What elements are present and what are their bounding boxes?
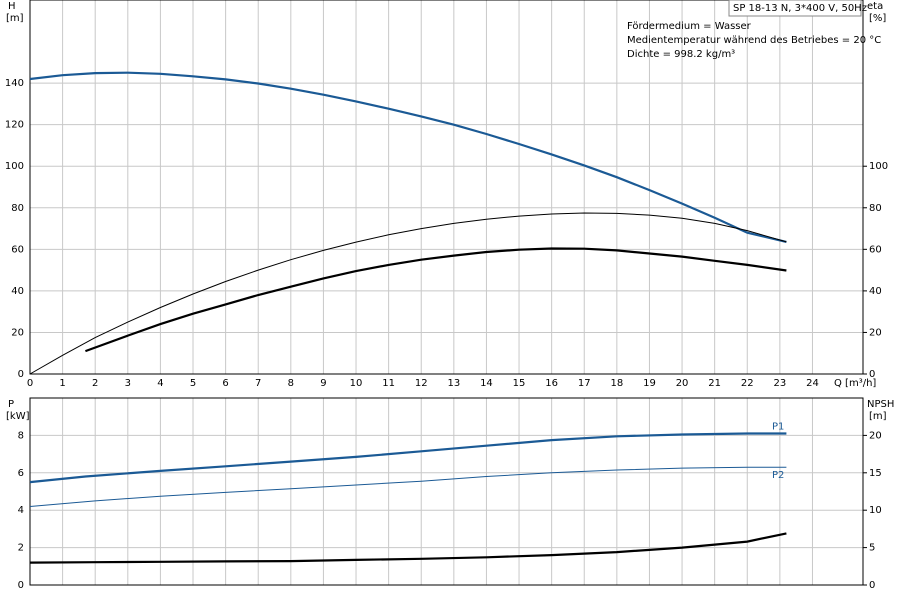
plot-frame [29,397,864,586]
y-tick-label: 6 [18,468,24,479]
y2-tick-label: 20 [869,430,882,441]
x-tick-label: 7 [255,378,261,389]
y-tick-label: 20 [11,327,24,338]
y-axis-unit: [kW] [6,411,30,422]
y2-tick-label: 20 [869,327,882,338]
x-tick-label: 6 [222,378,228,389]
curve [29,432,787,484]
y2-tick-label: 10 [869,505,882,516]
annotation: Dichte = 998.2 kg/m³ [627,49,735,60]
curve [29,212,787,375]
x-tick-label: 24 [806,378,819,389]
chart-title: SP 18-13 N, 3*400 V, 50Hz [733,3,867,14]
curve [29,71,787,243]
x-tick-label: 2 [92,378,98,389]
x-tick-label: 9 [320,378,326,389]
y-tick-label: 2 [18,543,24,554]
title-box [728,0,862,17]
x-tick-label: 8 [288,378,294,389]
y-tick-label: 100 [5,161,24,172]
y-tick-label: 4 [18,505,24,516]
y-tick-label: 80 [11,203,24,214]
x-tick-label: 14 [480,378,493,389]
y2-tick-label: 5 [869,543,875,554]
x-tick-label: 16 [545,378,558,389]
y2-axis-label: eta [867,1,883,12]
x-tick-label: 1 [59,378,65,389]
annotation: Medientemperatur während des Betriebes =… [627,35,881,46]
x-tick-label: 15 [513,378,526,389]
y2-tick-label: 40 [869,286,882,297]
x-tick-label: 12 [415,378,428,389]
x-tick-label: 18 [610,378,623,389]
y-tick-label: 0 [18,580,24,591]
y2-tick-label: 80 [869,203,882,214]
x-axis-label: Q [m³/h] [834,378,876,389]
x-tick-label: 17 [578,378,591,389]
y2-tick-label: 15 [869,468,882,479]
plot-frame [29,0,864,375]
y2-axis-label: NPSH [867,399,894,410]
x-tick-label: 4 [157,378,163,389]
x-tick-label: 5 [190,378,196,389]
series-label: P2 [772,470,784,481]
y-tick-label: 140 [5,78,24,89]
x-tick-label: 23 [773,378,786,389]
x-tick-label: 21 [708,378,721,389]
y2-tick-label: 100 [869,161,888,172]
y2-tick-label: 60 [869,244,882,255]
annotation: Fördermedium = Wasser [627,21,752,32]
x-tick-label: 11 [382,378,395,389]
x-tick-label: 10 [350,378,363,389]
y-tick-label: 40 [11,286,24,297]
y-axis-unit: [m] [6,13,24,24]
x-tick-label: 0 [27,378,33,389]
y2-tick-label: 0 [869,580,875,591]
y2-tick-label: 0 [869,369,875,380]
y-tick-label: 120 [5,120,24,131]
y-axis-label: P [8,399,14,410]
y2-axis-unit: [%] [869,13,886,24]
series-label: P1 [772,422,784,433]
x-tick-label: 13 [447,378,460,389]
x-tick-label: 3 [125,378,131,389]
y-tick-label: 8 [18,430,24,441]
x-tick-label: 20 [676,378,689,389]
curve [29,466,787,507]
x-tick-label: 19 [643,378,656,389]
curve [85,247,787,353]
y-tick-label: 60 [11,244,24,255]
curve [29,532,787,564]
x-tick-label: 22 [741,378,754,389]
y2-axis-unit: [m] [869,411,887,422]
y-axis-label: H [8,1,16,12]
y-tick-label: 0 [18,369,24,380]
